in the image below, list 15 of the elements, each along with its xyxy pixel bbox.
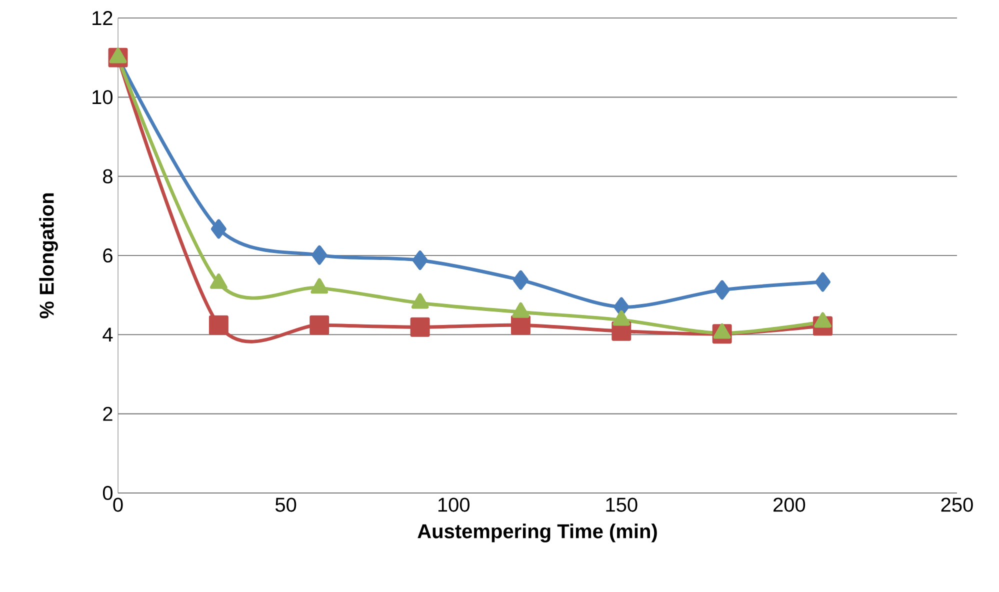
y-tick-label: 0 <box>102 486 113 500</box>
x-tick-label: 150 <box>606 498 638 512</box>
x-tick-label: 0 <box>113 498 123 512</box>
x-tick-label: 100 <box>438 498 470 512</box>
x-axis-title: Austempering Time (min) <box>418 524 657 542</box>
y-tick-label: 8 <box>103 169 112 184</box>
x-tick-label: 50 <box>275 498 296 512</box>
y-tick-label: 2 <box>103 406 112 421</box>
y-tick-label: 4 <box>102 328 113 342</box>
y-tick-label: 10 <box>92 90 113 104</box>
y-axis-title: % Elongation <box>39 193 58 318</box>
y-tick-label: 12 <box>92 11 112 25</box>
y-tick-label: 6 <box>103 248 112 263</box>
x-tick-label: 250 <box>941 498 973 512</box>
x-tick-label: 200 <box>774 498 806 512</box>
